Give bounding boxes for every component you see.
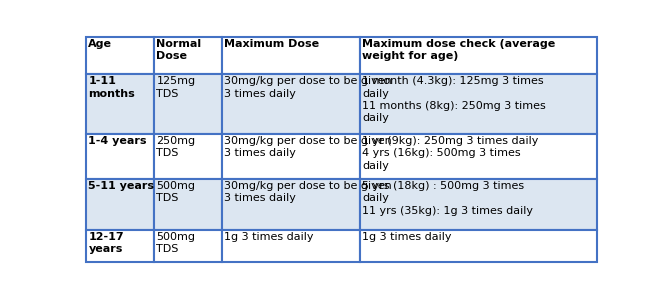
Text: 5-11 years: 5-11 years xyxy=(89,181,155,191)
Bar xyxy=(154,134,222,179)
Bar xyxy=(222,134,360,179)
Text: 1 month (4.3kg): 125mg 3 times
daily
11 months (8kg): 250mg 3 times
daily: 1 month (4.3kg): 125mg 3 times daily 11 … xyxy=(362,76,546,123)
Bar xyxy=(154,37,222,74)
Bar xyxy=(154,74,222,134)
Bar xyxy=(222,230,360,262)
Text: 1-4 years: 1-4 years xyxy=(89,136,147,146)
Bar xyxy=(154,179,222,230)
Text: Maximum Dose: Maximum Dose xyxy=(224,39,320,49)
Text: 500mg
TDS: 500mg TDS xyxy=(157,181,195,203)
Bar xyxy=(360,134,597,179)
Text: Normal
Dose: Normal Dose xyxy=(157,39,202,61)
Text: 250mg
TDS: 250mg TDS xyxy=(157,136,196,158)
Bar xyxy=(222,74,360,134)
Bar xyxy=(360,74,597,134)
Bar xyxy=(86,179,154,230)
Bar xyxy=(222,37,360,74)
Text: 125mg
TDS: 125mg TDS xyxy=(157,76,196,99)
Bar xyxy=(360,230,597,262)
Bar xyxy=(222,179,360,230)
Bar xyxy=(360,179,597,230)
Text: 1-11
months: 1-11 months xyxy=(89,76,135,99)
Text: 1g 3 times daily: 1g 3 times daily xyxy=(224,232,314,242)
Text: 30mg/kg per dose to be given
3 times daily: 30mg/kg per dose to be given 3 times dai… xyxy=(224,181,392,203)
Text: 500mg
TDS: 500mg TDS xyxy=(157,232,195,254)
Text: Age: Age xyxy=(89,39,113,49)
Bar xyxy=(86,230,154,262)
Bar xyxy=(86,74,154,134)
Text: 5 yrs (18kg) : 500mg 3 times
daily
11 yrs (35kg): 1g 3 times daily: 5 yrs (18kg) : 500mg 3 times daily 11 yr… xyxy=(362,181,533,216)
Text: 30mg/kg per dose to be given
3 times daily: 30mg/kg per dose to be given 3 times dai… xyxy=(224,136,392,158)
Text: 1 yr (9kg): 250mg 3 times daily
4 yrs (16kg): 500mg 3 times
daily: 1 yr (9kg): 250mg 3 times daily 4 yrs (1… xyxy=(362,136,539,171)
Bar xyxy=(154,230,222,262)
Text: 30mg/kg per dose to be given
3 times daily: 30mg/kg per dose to be given 3 times dai… xyxy=(224,76,392,99)
Text: 12-17
years: 12-17 years xyxy=(89,232,124,254)
Bar xyxy=(360,37,597,74)
Bar xyxy=(86,37,154,74)
Text: Maximum dose check (average
weight for age): Maximum dose check (average weight for a… xyxy=(362,39,555,61)
Bar xyxy=(86,134,154,179)
Text: 1g 3 times daily: 1g 3 times daily xyxy=(362,232,452,242)
